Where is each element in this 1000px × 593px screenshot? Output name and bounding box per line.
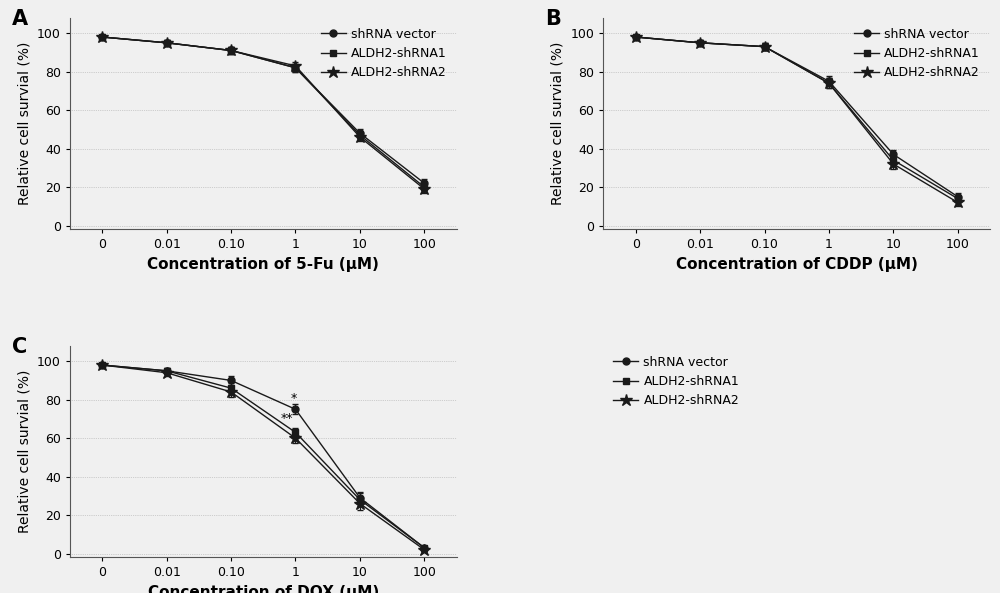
Text: C: C	[12, 337, 27, 358]
X-axis label: Concentration of DOX (μM): Concentration of DOX (μM)	[148, 585, 379, 593]
Text: B: B	[545, 9, 561, 29]
Y-axis label: Relative cell survial (%): Relative cell survial (%)	[551, 42, 565, 205]
X-axis label: Concentration of CDDP (μM): Concentration of CDDP (μM)	[676, 257, 918, 272]
Y-axis label: Relative cell survial (%): Relative cell survial (%)	[18, 42, 32, 205]
X-axis label: Concentration of 5-Fu (μM): Concentration of 5-Fu (μM)	[147, 257, 379, 272]
Text: A: A	[12, 9, 28, 29]
Legend: shRNA vector, ALDH2-shRNA1, ALDH2-shRNA2: shRNA vector, ALDH2-shRNA1, ALDH2-shRNA2	[317, 24, 450, 83]
Legend: shRNA vector, ALDH2-shRNA1, ALDH2-shRNA2: shRNA vector, ALDH2-shRNA1, ALDH2-shRNA2	[850, 24, 984, 83]
Y-axis label: Relative cell survial (%): Relative cell survial (%)	[18, 370, 32, 533]
Text: **: **	[281, 412, 293, 425]
Text: *: *	[290, 393, 297, 406]
Legend: shRNA vector, ALDH2-shRNA1, ALDH2-shRNA2: shRNA vector, ALDH2-shRNA1, ALDH2-shRNA2	[610, 352, 743, 411]
